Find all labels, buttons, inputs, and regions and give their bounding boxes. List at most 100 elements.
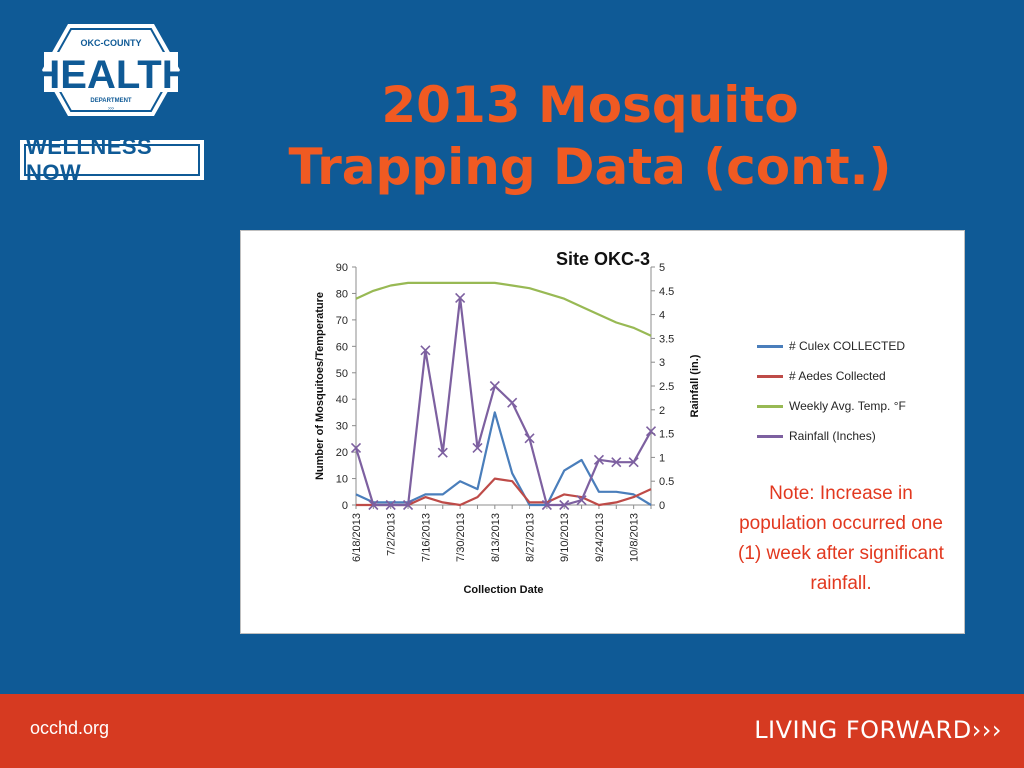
y-tick-label: 20	[336, 447, 348, 459]
legend-item: Weekly Avg. Temp. °F	[757, 391, 957, 421]
marker-stroke	[420, 345, 431, 356]
footer-tagline: LIVING FORWARD›››	[754, 716, 1002, 744]
y2-tick-label: 0	[659, 500, 665, 512]
marker-stroke	[455, 292, 466, 304]
marker-stroke	[593, 454, 605, 465]
y2-tick-label: 2	[659, 405, 665, 417]
chart-title: Site OKC-3	[556, 249, 650, 269]
y-tick-label: 90	[336, 262, 348, 274]
marker-stroke	[541, 499, 552, 511]
logo-main-text: HEALTH	[40, 53, 182, 97]
rainfall-point-marker	[385, 499, 396, 511]
marker-stroke	[489, 380, 500, 392]
rainfall-point-marker	[559, 499, 570, 511]
x-tick-label: 6/18/2013	[351, 513, 363, 562]
legend-swatch	[757, 404, 783, 408]
rainfall-point-marker	[628, 457, 639, 468]
y2-tick-label: 1	[659, 452, 665, 464]
chart-legend: # Culex COLLECTED # Aedes Collected Weekly…	[757, 331, 957, 451]
rainfall-point-marker	[402, 499, 414, 511]
marker-stroke	[368, 499, 379, 511]
series-line-3	[354, 296, 652, 507]
rainfall-point-marker	[489, 380, 500, 392]
y2-tick-label: 1.5	[659, 429, 674, 441]
x-tick-label: 7/16/2013	[420, 513, 432, 562]
y-tick-label: 10	[336, 474, 348, 486]
series-line-0	[355, 411, 652, 507]
chart-panel: Site OKC-3 0 10 20 30 40 50 60 70 80 90 0 0.5 1 1.5 2 2.…	[240, 230, 965, 634]
rainfall-note: Note: Increase in population occurred on…	[738, 483, 944, 594]
x-tick-label: 8/13/2013	[490, 513, 502, 562]
rainfall-point-marker	[507, 397, 518, 408]
rainfall-point-marker	[350, 442, 362, 453]
y2-tick-label: 4	[659, 310, 665, 322]
y-tick-label: 70	[336, 315, 348, 327]
x-tick-label: 9/24/2013	[594, 513, 606, 562]
rainfall-point-marker	[645, 426, 657, 437]
y2-tick-label: 0.5	[659, 476, 674, 488]
marker-stroke	[385, 499, 396, 511]
marker-stroke	[524, 433, 535, 444]
rainfall-point-marker	[576, 495, 587, 506]
x-tick-label: 7/2/2013	[386, 513, 398, 556]
logo-bottom-text: DEPARTMENT	[90, 98, 132, 104]
legend-item: # Culex COLLECTED	[757, 331, 957, 361]
wellness-now-logo: WELLNESS NOW	[20, 134, 204, 185]
okc-county-health-logo: OKC-COUNTY HEALTH DEPARTMENT ›››	[31, 22, 191, 118]
logo-top-text: OKC-COUNTY	[81, 38, 142, 48]
rainfall-point-marker	[472, 442, 483, 453]
x-tick-label: 7/30/2013	[455, 513, 467, 562]
rainfall-point-marker	[455, 292, 466, 304]
wellness-now-text: WELLNESS NOW	[24, 134, 200, 185]
legend-swatch	[757, 344, 783, 348]
marker-stroke	[437, 447, 448, 458]
y-tick-label: 30	[336, 421, 348, 433]
x-tick-label: 8/27/2013	[525, 513, 537, 562]
title-line-2: Trapping Data (cont.)	[288, 138, 892, 196]
marker-stroke	[472, 442, 483, 453]
y-tick-label: 40	[336, 394, 348, 406]
y-tick-label: 60	[336, 341, 348, 353]
y2-axis-title: Rainfall (in.)	[689, 354, 701, 417]
legend-item: # Aedes Collected	[757, 361, 957, 391]
y2-tick-label: 3.5	[659, 333, 674, 345]
slide-title: 2013 Mosquito Trapping Data (cont.)	[230, 74, 950, 198]
y2-tick-label: 5	[659, 262, 665, 274]
y2-tick-label: 2.5	[659, 381, 674, 393]
legend-label: # Culex COLLECTED	[789, 339, 906, 353]
svg-text:›››: ›››	[108, 106, 114, 112]
rainfall-point-marker	[368, 499, 379, 511]
footer-url-link[interactable]: occhd.org	[30, 718, 110, 738]
legend-swatch	[757, 434, 783, 438]
x-tick-label: 10/8/2013	[629, 513, 641, 562]
marker-stroke	[628, 457, 639, 468]
legend-swatch	[757, 374, 783, 378]
mosquito-chart: Site OKC-3 0 10 20 30 40 50 60 70 80 90 0 0.5 1 1.5 2 2.…	[314, 249, 701, 596]
rainfall-point-marker	[524, 433, 535, 444]
title-line-1: 2013 Mosquito	[381, 76, 799, 134]
marker-stroke	[576, 495, 587, 506]
marker-stroke	[350, 442, 362, 453]
marker-stroke	[611, 457, 622, 468]
y-tick-label: 0	[342, 500, 348, 512]
y-tick-label: 80	[336, 288, 348, 300]
legend-label: Weekly Avg. Temp. °F	[789, 399, 906, 413]
marker-stroke	[645, 426, 657, 437]
rainfall-point-marker	[593, 454, 605, 465]
legend-label: Rainfall (Inches)	[789, 429, 876, 443]
x-tick-label: 9/10/2013	[559, 513, 571, 562]
y-tick-label: 50	[336, 368, 348, 380]
rainfall-point-marker	[420, 345, 431, 356]
series-line-2	[355, 281, 652, 337]
rainfall-point-marker	[611, 457, 622, 468]
y-axis-title: Number of Mosquitoes/Temperature	[314, 292, 326, 480]
footer-bar: occhd.org LIVING FORWARD›››	[0, 694, 1024, 768]
legend-item: Rainfall (Inches)	[757, 421, 957, 451]
marker-stroke	[402, 499, 414, 511]
y2-tick-label: 4.5	[659, 286, 674, 298]
rainfall-point-marker	[437, 447, 448, 458]
marker-stroke	[507, 397, 518, 408]
rainfall-point-marker	[541, 499, 552, 511]
legend-label: # Aedes Collected	[789, 369, 886, 383]
